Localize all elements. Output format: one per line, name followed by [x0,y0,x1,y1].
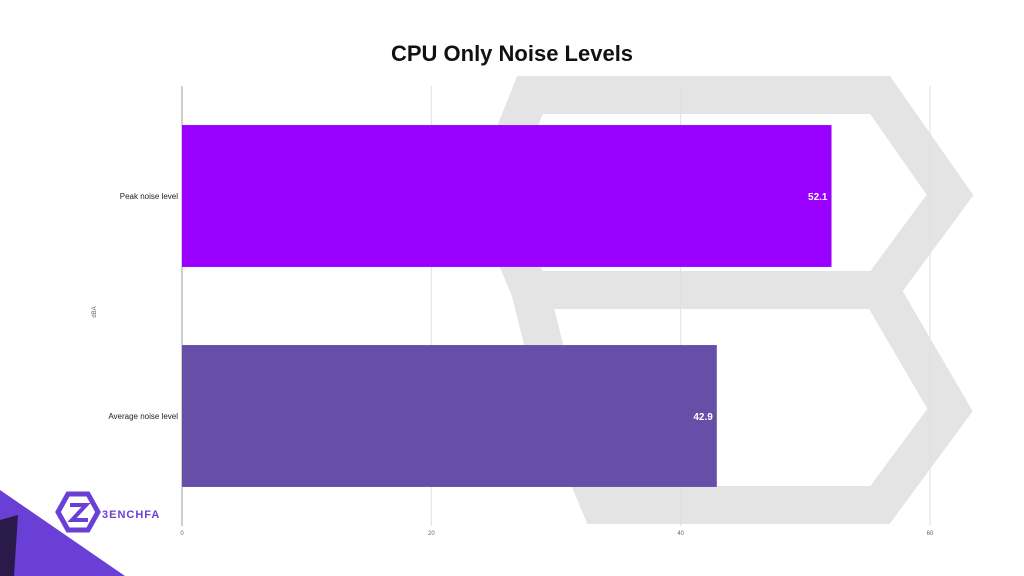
data-label: 42.9 [693,412,713,423]
x-tick-label: 20 [428,531,435,537]
brand-corner: 3ENCHFA [0,490,160,576]
logo-icon [55,491,101,533]
category-label: Peak noise level [120,192,178,201]
category-label: Average noise level [108,412,178,421]
bar-average-noise-level [182,345,717,487]
bar-peak-noise-level [182,125,832,267]
bars [182,125,832,487]
chart-title: CPU Only Noise Levels [391,41,633,66]
data-label: 52.1 [808,192,828,203]
x-tick-label: 60 [927,531,934,537]
x-tick-label: 0 [180,531,184,537]
logo-text: 3ENCHFA [102,509,160,521]
y-axis-label: dBA [92,306,98,317]
x-tick-label: 40 [677,531,684,537]
labels: 0 20 40 60 Peak noise level 52.1 Average noise… [108,192,934,537]
